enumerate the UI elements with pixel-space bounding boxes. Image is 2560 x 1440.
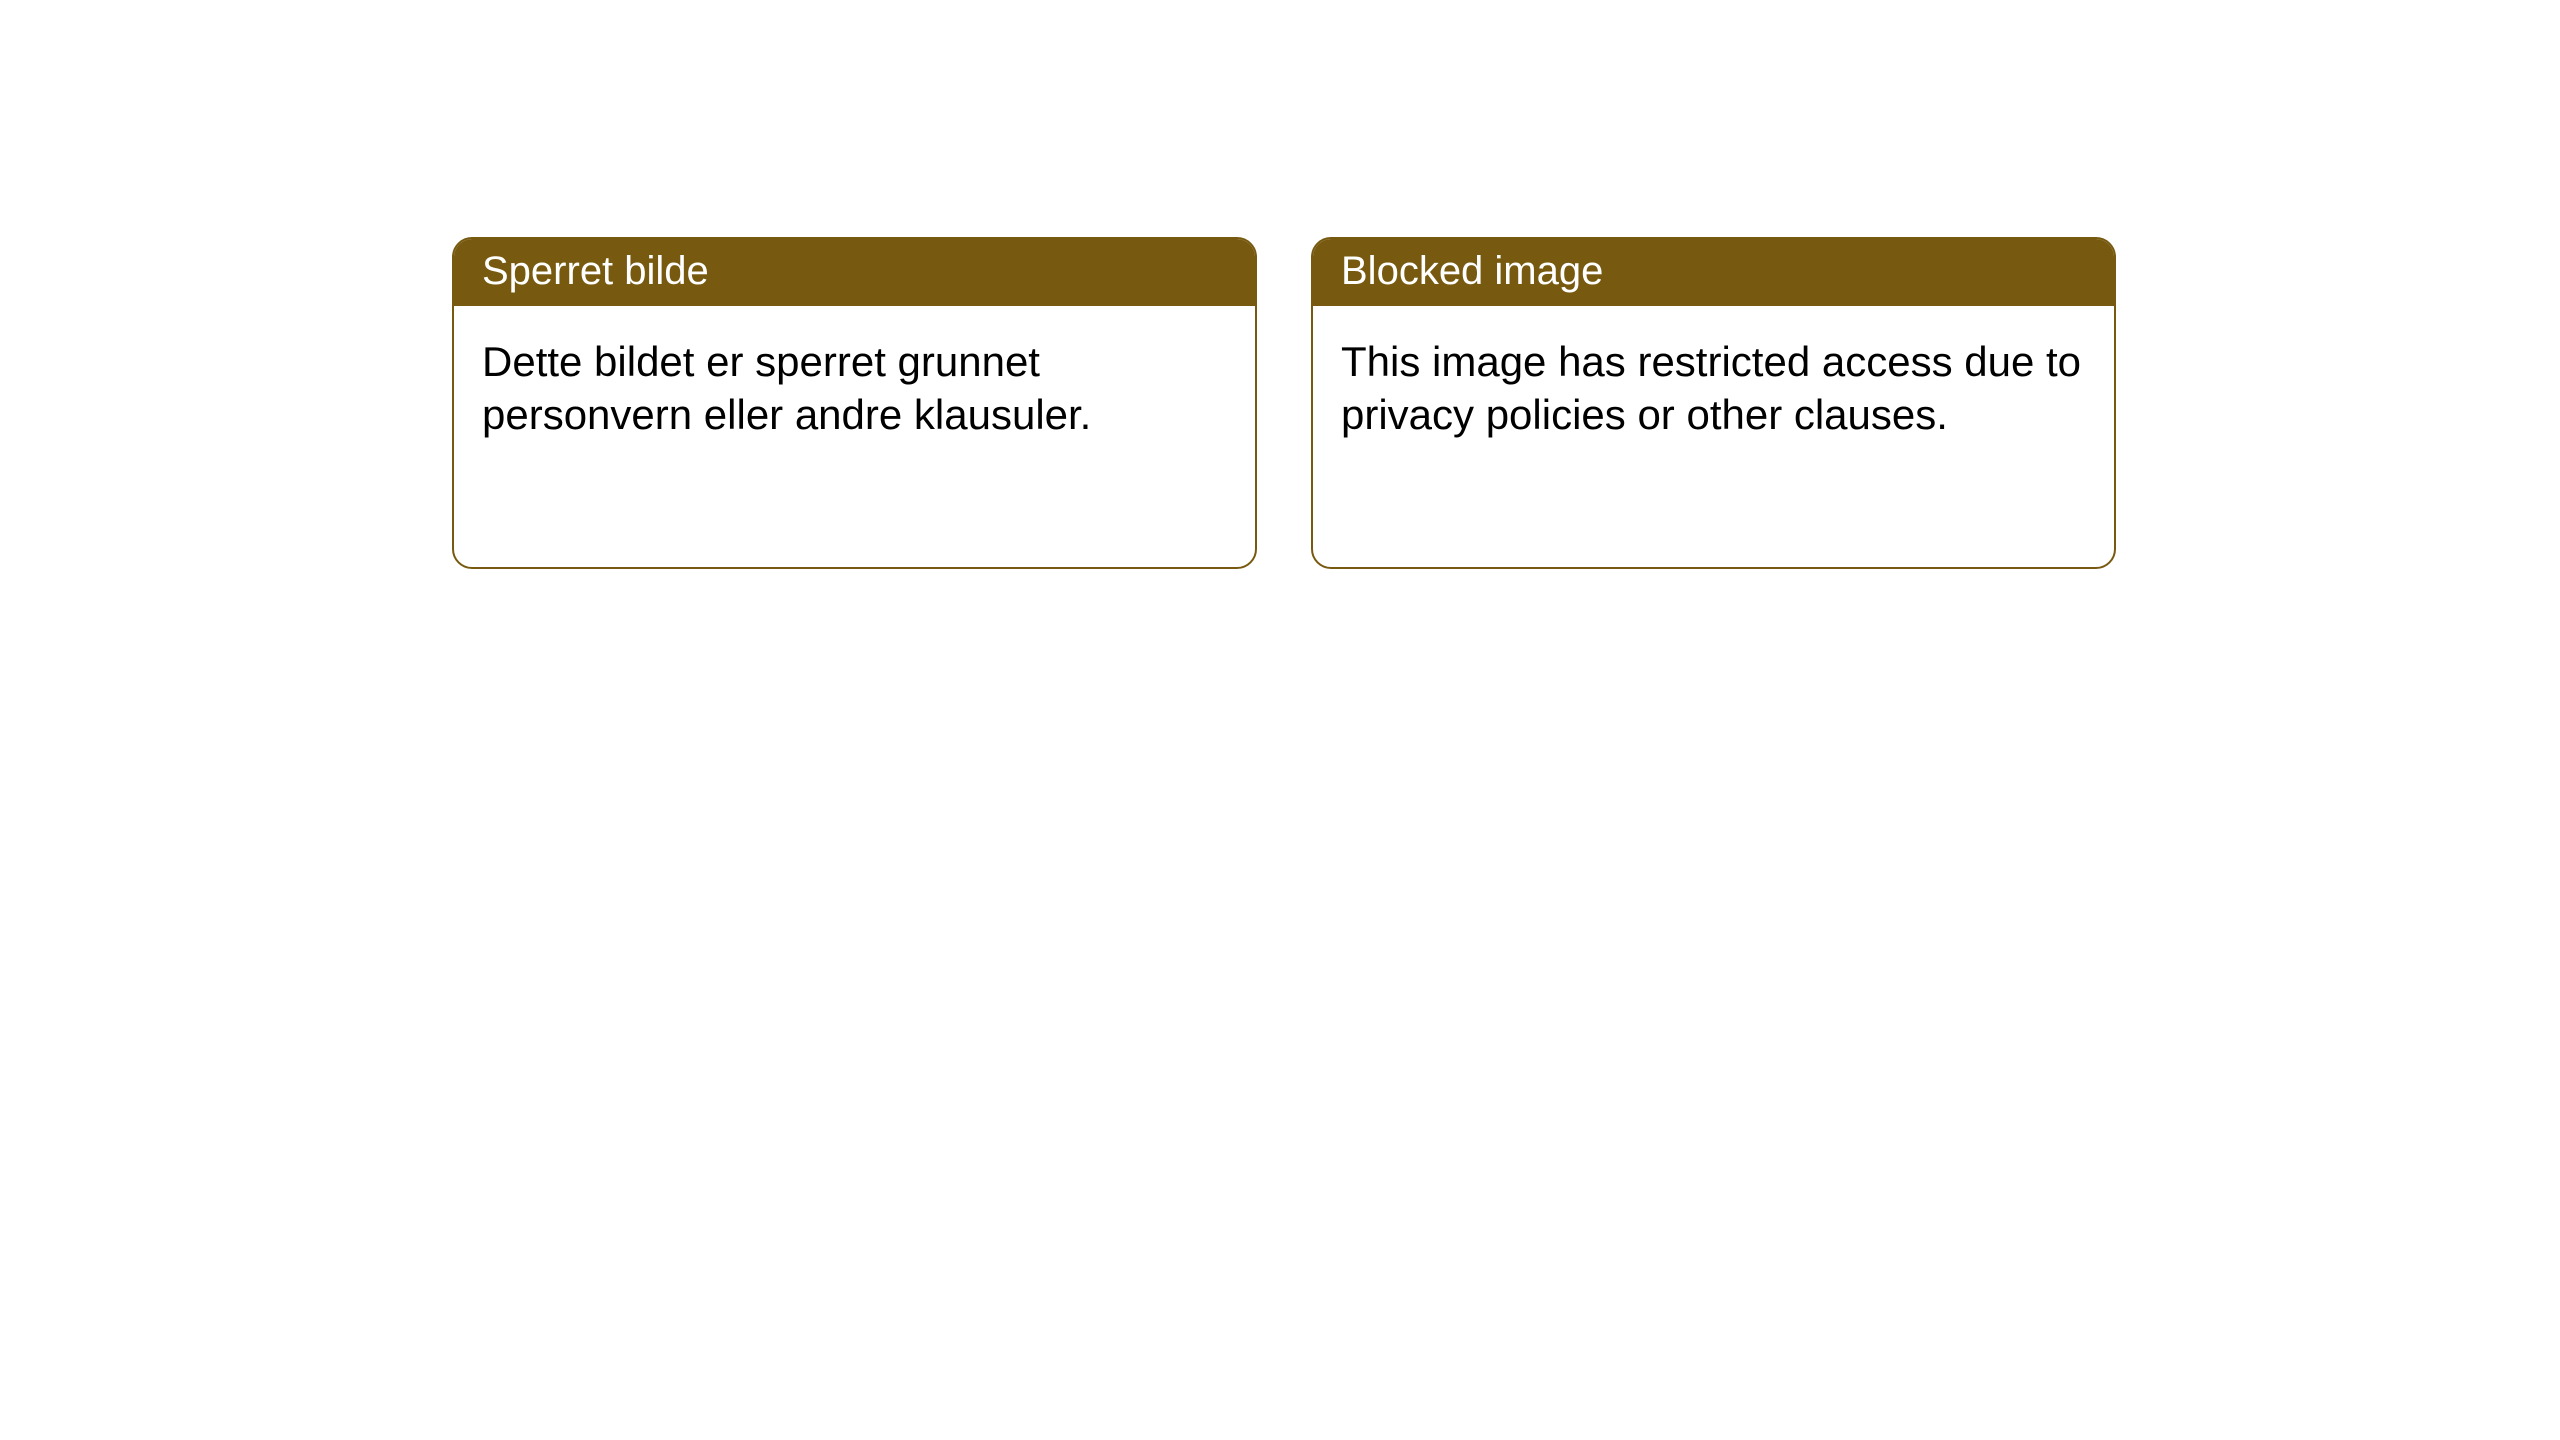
card-body: Dette bildet er sperret grunnet personve… [454, 306, 1255, 469]
card-body-text: Dette bildet er sperret grunnet personve… [482, 338, 1091, 438]
card-title: Sperret bilde [482, 249, 709, 293]
notice-card-container: Sperret bilde Dette bildet er sperret gr… [452, 237, 2116, 569]
notice-card-english: Blocked image This image has restricted … [1311, 237, 2116, 569]
card-body-text: This image has restricted access due to … [1341, 338, 2081, 438]
card-header: Blocked image [1313, 239, 2114, 306]
notice-card-norwegian: Sperret bilde Dette bildet er sperret gr… [452, 237, 1257, 569]
card-header: Sperret bilde [454, 239, 1255, 306]
card-title: Blocked image [1341, 249, 1603, 293]
card-body: This image has restricted access due to … [1313, 306, 2114, 469]
